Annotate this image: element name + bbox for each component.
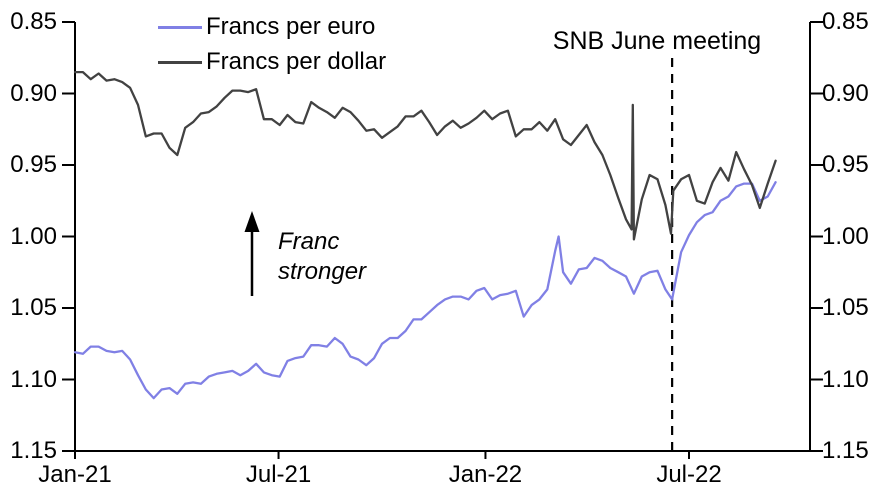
x-axis-label: Jul-21 (245, 461, 312, 488)
y-axis-label-right: 0.95 (822, 151, 869, 178)
legend-item-dollar: Francs per dollar (158, 48, 386, 76)
y-axis-label-left: 1.10 (10, 365, 57, 393)
y-axis-label-right: 1.05 (822, 294, 869, 321)
y-axis-label-left: 0.95 (10, 151, 57, 178)
y-axis-label-left: 0.85 (10, 8, 57, 35)
y-axis-label-left: 1.15 (10, 437, 57, 464)
x-axis-label: Jan-22 (448, 461, 523, 488)
x-axis-label: Jul-22 (656, 461, 722, 488)
legend: Francs per euro Francs per dollar (158, 13, 386, 83)
axis-frame (74, 22, 811, 452)
euro-line-sample (158, 25, 202, 29)
legend-label-dollar: Francs per dollar (206, 48, 387, 75)
y-axis-label-left: 0.90 (10, 79, 57, 107)
y-axis-label-left: 1.05 (10, 294, 57, 321)
y-axis-label-right: 1.15 (822, 437, 869, 464)
y-axis-label-right: 0.90 (822, 79, 869, 107)
y-axis-label-right: 1.10 (822, 365, 869, 393)
y-axis-label-left: 1.00 (10, 222, 57, 250)
legend-label-euro: Francs per euro (206, 13, 376, 40)
legend-item-euro: Francs per euro (158, 13, 386, 41)
franc-stronger-line1: Franc (278, 228, 340, 255)
franc-stronger-line2: stronger (278, 258, 367, 285)
dollar-series-line (73, 70, 777, 241)
x-axis-label: Jan-21 (38, 461, 112, 488)
euro-series-line (73, 181, 777, 400)
y-axis-label-right: 1.00 (822, 222, 869, 250)
dollar-line-sample (158, 60, 202, 64)
up-arrow-icon (244, 211, 260, 232)
snb-meeting-annotation: SNB June meeting (552, 27, 762, 55)
franc-stronger-annotation: Franc stronger (278, 227, 366, 287)
y-axis-label-right: 0.85 (822, 8, 869, 35)
